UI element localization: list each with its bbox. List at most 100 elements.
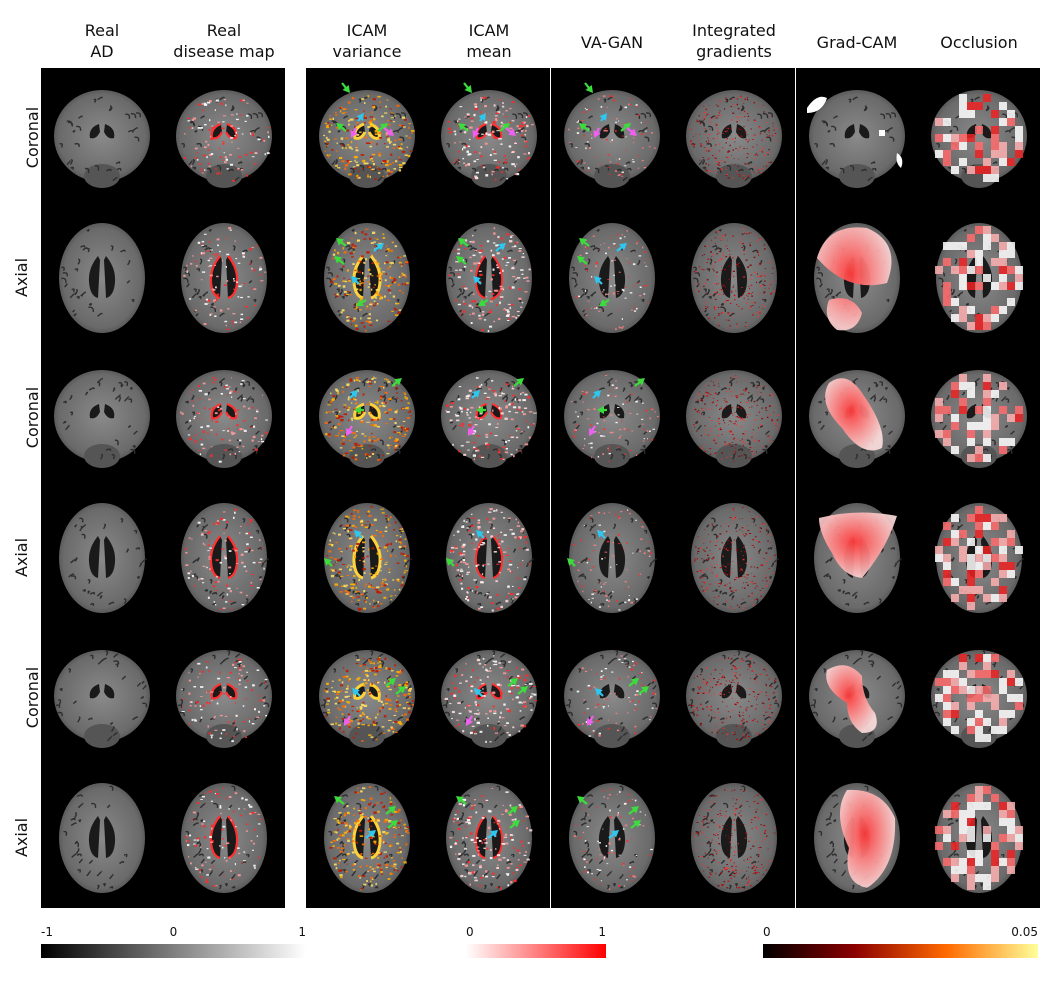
row-label-5: Coronal xyxy=(23,666,43,729)
panel-r2-c5 xyxy=(551,208,673,348)
brain-slice-image xyxy=(181,783,267,893)
panel-r1-c5 xyxy=(551,68,673,208)
panel-r2-c1 xyxy=(41,208,163,348)
brain-slice-image xyxy=(564,650,660,748)
brain-slice-image xyxy=(181,223,267,333)
colorbar-grayscale xyxy=(41,944,306,958)
row-label-3: Coronal xyxy=(23,386,43,449)
brain-slice-image xyxy=(691,503,779,613)
brain-slice-image xyxy=(931,370,1027,468)
panel-r6-c1 xyxy=(41,768,163,908)
brain-slice-image xyxy=(324,783,410,893)
brain-slice-image xyxy=(181,503,269,613)
brain-slice-image xyxy=(807,90,905,188)
panel-r6-c6 xyxy=(673,768,795,908)
panel-r1-c8 xyxy=(918,68,1040,208)
panel-r3-c4 xyxy=(428,348,550,488)
brain-slice-image xyxy=(54,90,150,188)
brain-slice-image xyxy=(564,82,660,188)
panel-r1-c7 xyxy=(796,68,918,208)
brain-slice-image xyxy=(686,90,782,188)
panel-r2-c2 xyxy=(163,208,285,348)
colorbar-red xyxy=(466,944,606,958)
row-label-2: Axial xyxy=(12,257,32,298)
brain-slice-image xyxy=(176,650,272,748)
panel-r3-c7 xyxy=(796,348,918,488)
brain-slice-image xyxy=(441,370,537,468)
brain-slice-image xyxy=(814,783,900,893)
column-title-8: Occlusion xyxy=(940,33,1018,52)
brain-slice-image xyxy=(54,370,150,468)
brain-slice-image xyxy=(931,650,1027,748)
panel-r3-c8 xyxy=(918,348,1040,488)
brain-slice-image xyxy=(324,503,412,613)
panel-r4-c7 xyxy=(796,488,918,628)
panel-r4-c5 xyxy=(551,488,673,628)
column-title-5: VA-GAN xyxy=(580,33,644,52)
brain-slice-image xyxy=(324,223,410,333)
brain-slice-image xyxy=(319,82,415,188)
brain-slice-image xyxy=(59,783,145,893)
column-title-1: Real AD xyxy=(84,21,120,61)
panel-r2-c7 xyxy=(796,208,918,348)
brain-slice-image xyxy=(814,223,900,333)
panel-r5-c4 xyxy=(428,628,550,768)
brain-slice-image xyxy=(176,370,272,468)
brain-slice-image xyxy=(319,650,415,748)
colorbar-tick: 0.05 xyxy=(1011,925,1038,939)
brain-slice-image xyxy=(176,90,272,188)
panel-r5-c8 xyxy=(918,628,1040,768)
brain-slice-image xyxy=(441,82,537,188)
brain-slice-image xyxy=(809,370,905,468)
colorbar-tick: 0 xyxy=(169,925,178,939)
panel-r3-c2 xyxy=(163,348,285,488)
brain-slice-image xyxy=(441,650,537,748)
panel-r1-c6 xyxy=(673,68,795,208)
panel-r6-c7 xyxy=(796,768,918,908)
colorbar-tick: 1 xyxy=(298,925,306,939)
panel-r1-c3 xyxy=(306,68,428,208)
column-title-2: Real disease map xyxy=(173,21,275,61)
panel-r1-c1 xyxy=(41,68,163,208)
panel-r3-c1 xyxy=(41,348,163,488)
panel-r2-c4 xyxy=(428,208,550,348)
panel-r4-c4 xyxy=(428,488,550,628)
brain-slice-image xyxy=(686,650,782,748)
panel-r6-c3 xyxy=(306,768,428,908)
panel-r5-c6 xyxy=(673,628,795,768)
panel-r6-c2 xyxy=(163,768,285,908)
colorbar-tick: 0 xyxy=(466,925,474,939)
brain-slice-image xyxy=(686,370,782,468)
row-label-4: Axial xyxy=(12,537,32,578)
brain-slice-image xyxy=(814,503,902,613)
panel-r6-c8 xyxy=(918,768,1040,908)
panel-r3-c6 xyxy=(673,348,795,488)
brain-slice-image xyxy=(567,503,657,613)
brain-slice-image xyxy=(319,370,415,468)
panel-r6-c4 xyxy=(428,768,550,908)
brain-slice-image xyxy=(569,783,655,893)
panel-r5-c3 xyxy=(306,628,428,768)
brain-slice-image xyxy=(54,650,150,748)
panel-r5-c2 xyxy=(163,628,285,768)
panel-r5-c1 xyxy=(41,628,163,768)
brain-slice-image xyxy=(691,223,777,333)
colorbar-hot xyxy=(763,944,1038,958)
panel-r4-c6 xyxy=(673,488,795,628)
panel-r2-c3 xyxy=(306,208,428,348)
panel-r1-c2 xyxy=(163,68,285,208)
panel-r4-c8 xyxy=(918,488,1040,628)
colorbar-tick: -1 xyxy=(41,925,53,939)
panel-r4-c1 xyxy=(41,488,163,628)
panel-r2-c6 xyxy=(673,208,795,348)
colorbar-tick: 1 xyxy=(598,925,606,939)
brain-slice-image xyxy=(809,650,905,748)
panel-r1-c4 xyxy=(428,68,550,208)
brain-slice-image xyxy=(446,783,533,893)
panel-r4-c3 xyxy=(306,488,428,628)
panel-r3-c5 xyxy=(551,348,673,488)
brain-slice-image xyxy=(931,90,1027,188)
brain-slice-image xyxy=(935,503,1024,613)
column-title-4: ICAM mean xyxy=(466,21,512,61)
brain-slice-image xyxy=(564,370,660,468)
